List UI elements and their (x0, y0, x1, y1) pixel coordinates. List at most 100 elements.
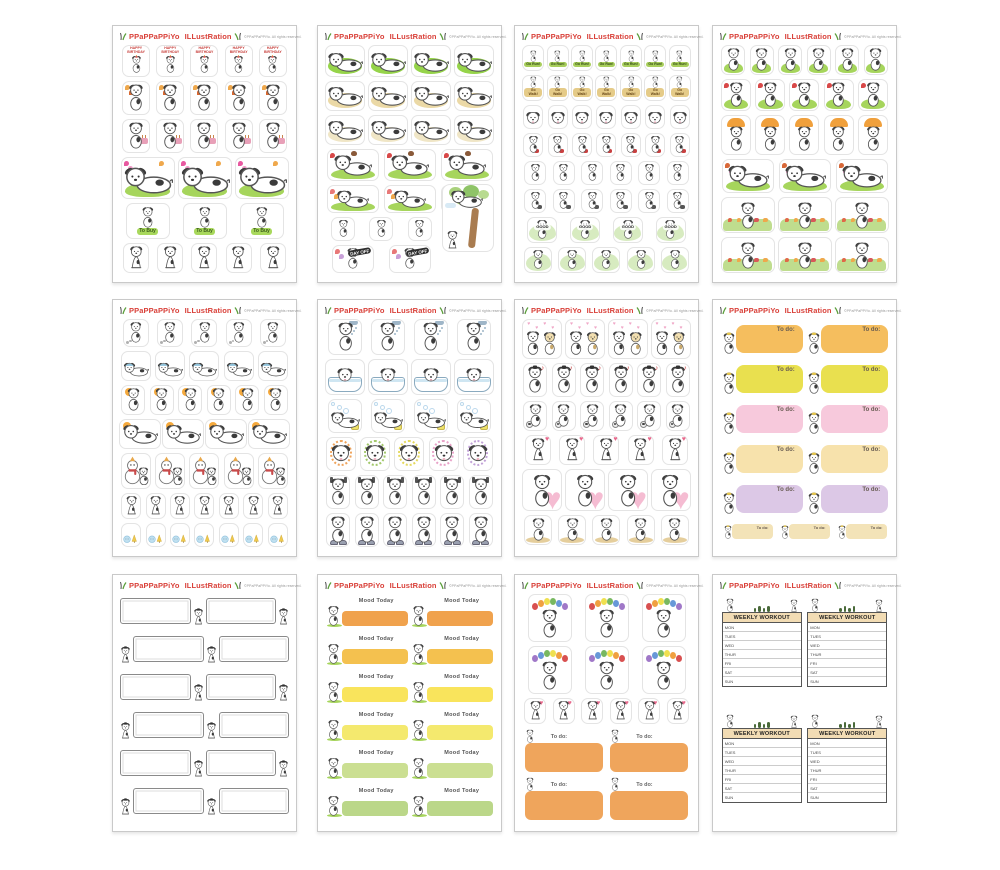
stand-dog-icon (587, 191, 597, 209)
sticker-dog-with-ball (608, 401, 633, 431)
workout-day-row: THUR (808, 650, 887, 659)
sit-dog-icon (530, 701, 541, 720)
dog-art (653, 608, 674, 638)
dog-art (265, 321, 281, 343)
accent-glyph: ♥ (535, 325, 539, 331)
stand-dog-icon (532, 518, 544, 541)
dog-art (164, 55, 177, 73)
sticker-dog-with-ball (580, 401, 605, 431)
snowman-dog-icon (159, 456, 183, 485)
sticker-accent (531, 654, 538, 662)
sticker-accent (735, 325, 803, 353)
stand-dog-icon (129, 122, 143, 149)
sticker-dog-with-bird (383, 149, 436, 181)
dog-art (852, 201, 872, 229)
sticker-workout-dog (468, 475, 493, 509)
dog-art (147, 533, 164, 544)
sticker-accent (158, 161, 164, 166)
stand-dog-icon (328, 606, 339, 626)
sticker-accent (613, 422, 617, 425)
sticker-accent (758, 83, 764, 88)
accent-glyph: ♥ (544, 436, 550, 443)
stand-dog-icon (445, 516, 459, 543)
dog-art (385, 515, 405, 543)
sticker-sunny-dog (206, 385, 231, 415)
sticker-accent (792, 83, 798, 88)
sticker-dog-couple: ♥ ♥ ♥ ♥ (522, 319, 563, 359)
sticker-umbrella-dog (857, 115, 888, 155)
dog-art (336, 365, 354, 383)
sticker-row (119, 383, 290, 417)
sticker-snowman-with-dog (155, 453, 186, 489)
sticker-accent (478, 190, 489, 199)
lie-dog-icon (238, 167, 287, 194)
workout-header: WEEKLY WORKOUT (722, 729, 801, 739)
stand-dog-icon (866, 126, 880, 151)
dog-art (632, 517, 649, 541)
sticker-sneaker-dog (468, 513, 493, 547)
accent-glyph: ♥ (578, 325, 582, 331)
sticker-accent (333, 194, 339, 199)
dog-art (721, 452, 737, 474)
stand-dog-icon (586, 404, 598, 427)
sticker-row: Mood Today Mood Today (324, 668, 495, 706)
sticker-label: Go Run! (573, 61, 591, 67)
stand-dog-icon (413, 720, 424, 740)
stand-dog-icon (232, 84, 246, 111)
dog-art (631, 437, 650, 461)
dog-art (377, 321, 398, 351)
stand-dog-icon (360, 516, 374, 543)
copyright-text: ©PPaPPaPPiYo. All rights reserved. (448, 33, 507, 39)
sticker-accent (358, 477, 362, 483)
dog-art (357, 477, 377, 505)
sticker-accent (343, 477, 347, 483)
sticker-accent (481, 540, 490, 545)
stand-dog-icon (474, 516, 488, 543)
sticker-dog-face (572, 105, 593, 129)
blank-label-sticker (205, 672, 291, 702)
dog-art (610, 330, 646, 355)
sticker-accent (781, 163, 787, 168)
stand-dog-icon (723, 452, 734, 474)
todo-label: To do: (776, 447, 795, 453)
dog-art (385, 477, 405, 505)
stand-dog-icon (673, 191, 683, 209)
sticker-accent (464, 151, 471, 156)
todo-sticker: To do: (721, 440, 803, 474)
stand-dog-icon (163, 84, 177, 111)
brand-name: PPaPPaPPiYo (129, 305, 180, 315)
stand-dog-icon (599, 609, 614, 638)
sticker-accent (588, 654, 595, 662)
dog-art (270, 495, 285, 515)
sticker-accent (727, 217, 733, 222)
stand-dog-icon (577, 135, 587, 153)
stand-dog-icon (740, 202, 755, 229)
dog-art (675, 50, 684, 62)
sticker-row (119, 744, 290, 782)
mood-today-sticker: Mood Today (325, 709, 409, 741)
sticker-row (521, 131, 692, 159)
stand-dog-icon (579, 76, 585, 88)
sticker-accent (262, 341, 266, 344)
lie-dog-icon (448, 155, 486, 176)
sticker-sunny-dog (178, 385, 203, 415)
lie-dog-icon (371, 53, 407, 72)
dog-art (357, 515, 377, 543)
stand-dog-icon (723, 492, 734, 514)
sticker-accent (735, 405, 803, 433)
dog-art (578, 76, 587, 88)
sticker-label: HAPPY BIRTHDAY (263, 46, 282, 55)
stand-dog-icon (626, 135, 636, 153)
snowman-dog-icon (227, 456, 252, 485)
workout-day-row: THUR (722, 650, 801, 659)
sticker-balloon-dog (527, 646, 572, 694)
stand-dog-icon (526, 729, 534, 743)
stand-dog-icon (611, 777, 619, 791)
sticker-accent (594, 205, 600, 209)
copyright-text: ©PPaPPaPPiYo. All rights reserved. (645, 307, 704, 313)
dog-art (182, 387, 199, 411)
stand-dog-icon (599, 661, 614, 690)
dog-art (337, 219, 350, 237)
sticker-accent (850, 257, 856, 262)
sticker-dancing-dog: ♪ (637, 363, 662, 397)
